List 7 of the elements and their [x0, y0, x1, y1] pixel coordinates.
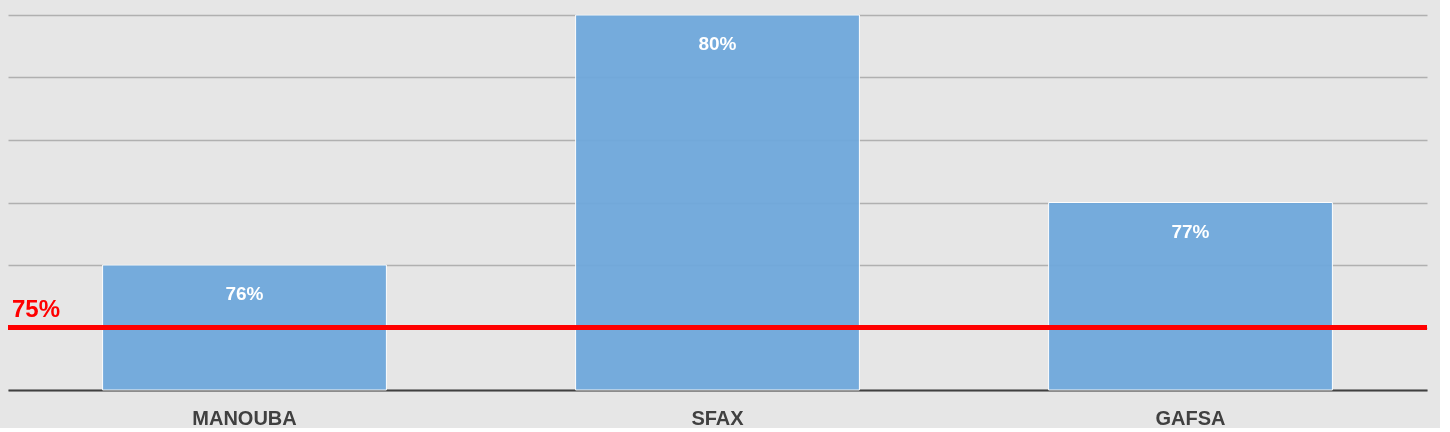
data-label: 77%: [1171, 220, 1210, 242]
data-label: 80%: [698, 33, 737, 54]
data-label: 76%: [225, 283, 264, 304]
ref-line-label: 75%: [12, 294, 61, 322]
x-tick-label: MANOUBA: [192, 406, 297, 429]
x-tick-label: SFAX: [691, 406, 745, 429]
x-tick-label: GAFSA: [1155, 406, 1226, 429]
